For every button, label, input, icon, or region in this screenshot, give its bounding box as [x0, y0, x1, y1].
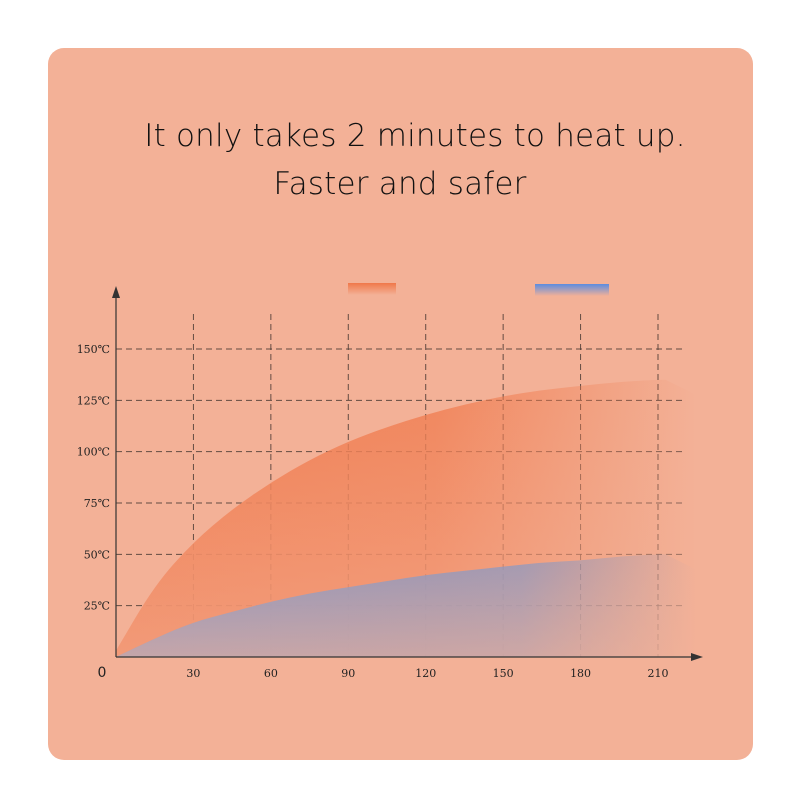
- y-tick-label-125: 125℃: [77, 394, 110, 407]
- series-areas: [116, 379, 696, 657]
- x-axis-arrow: [691, 653, 703, 661]
- x-tick-label-120: 120: [415, 667, 436, 680]
- x-tick-label-60: 60: [264, 667, 278, 680]
- x-tick-label-180: 180: [570, 667, 591, 680]
- headline-line-2: Faster and safer: [273, 166, 527, 202]
- tick-labels: 30 60 90 120 150 180 210 25℃ 50℃ 75℃ 100℃ 125℃ 150℃ 0: [77, 343, 669, 681]
- y-tick-label-100: 100℃: [77, 446, 110, 459]
- headline-line-1: It only takes 2 minutes to heat up.: [144, 118, 686, 154]
- series-fade-1: [116, 554, 696, 657]
- origin-label: 0: [98, 665, 107, 681]
- y-axis-arrow: [112, 286, 120, 298]
- x-tick-label-150: 150: [493, 667, 514, 680]
- x-tick-label-90: 90: [341, 667, 355, 680]
- legend-swatch-orange: [348, 283, 396, 295]
- y-tick-label-50: 50℃: [84, 548, 110, 561]
- legend-swatch-blue: [535, 284, 609, 296]
- x-tick-label-30: 30: [186, 667, 200, 680]
- y-tick-label-25: 25℃: [84, 600, 110, 613]
- x-tick-label-210: 210: [648, 667, 669, 680]
- y-tick-label-75: 75℃: [84, 497, 110, 510]
- axes: [112, 286, 703, 661]
- y-tick-label-150: 150℃: [77, 343, 110, 356]
- legend: [348, 283, 609, 296]
